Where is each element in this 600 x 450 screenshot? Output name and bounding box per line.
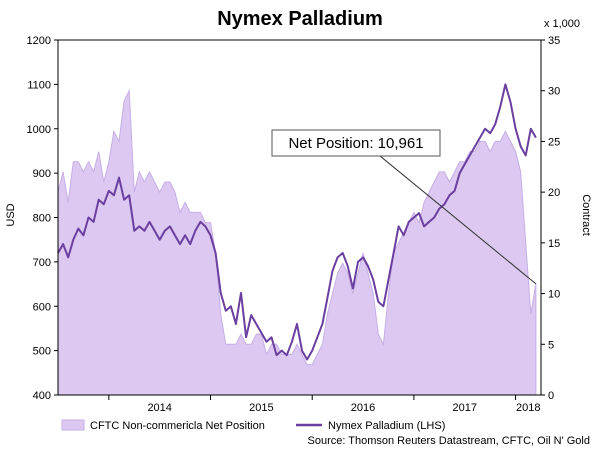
right-axis-ticks: 0 5 10 15 20 25 30 35 — [541, 35, 560, 402]
left-tick-label: 600 — [33, 301, 51, 313]
left-tick-label: 1100 — [27, 79, 51, 91]
year-tick-label: 2015 — [249, 402, 273, 414]
right-tick-label: 20 — [548, 187, 560, 199]
right-axis-label: Contract — [580, 194, 592, 236]
left-tick-label: 800 — [33, 213, 51, 225]
left-axis-ticks: 400 500 600 700 800 900 1000 1100 1200 — [27, 35, 58, 402]
right-tick-label: 30 — [548, 86, 560, 98]
right-tick-label: 0 — [548, 390, 554, 402]
right-tick-label: 15 — [548, 238, 560, 250]
year-axis-ticks: 2014 2015 2016 2017 2018 — [108, 395, 541, 414]
right-tick-label: 5 — [548, 339, 554, 351]
legend-area-label: CFTC Non-commericla Net Position — [90, 420, 265, 432]
right-tick-label: 25 — [548, 136, 560, 148]
right-tick-label: 10 — [548, 289, 560, 301]
year-tick-label: 2016 — [351, 402, 375, 414]
year-tick-label: 2018 — [516, 402, 540, 414]
annotation-label: Net Position: 10,961 — [288, 135, 423, 152]
left-tick-label: 900 — [33, 168, 51, 180]
left-tick-label: 500 — [33, 346, 51, 358]
legend-line-label: Nymex Palladium (LHS) — [328, 420, 445, 432]
right-tick-label: 35 — [548, 35, 560, 47]
left-axis-label: USD — [5, 203, 17, 226]
left-tick-label: 700 — [33, 257, 51, 269]
annotation-leader-line — [379, 155, 537, 285]
left-tick-label: 400 — [33, 390, 51, 402]
year-tick-label: 2017 — [452, 402, 476, 414]
right-axis-multiplier: x 1,000 — [544, 18, 580, 30]
plot-area — [57, 39, 542, 396]
annotation-box — [271, 129, 441, 157]
year-tick-label: 2014 — [147, 402, 171, 414]
legend-area-swatch — [61, 419, 85, 431]
palladium-price-line — [57, 83, 537, 361]
source-note: Source: Thomson Reuters Datastream, CFTC… — [308, 435, 591, 447]
left-tick-label: 1000 — [27, 124, 51, 136]
annotation: Net Position: 10,961 — [271, 129, 537, 285]
chart-title: Nymex Palladium — [217, 8, 383, 30]
left-tick-label: 1200 — [27, 35, 51, 47]
legend: CFTC Non-commericla Net Position Nymex P… — [61, 419, 445, 432]
net-position-area — [57, 88, 537, 396]
